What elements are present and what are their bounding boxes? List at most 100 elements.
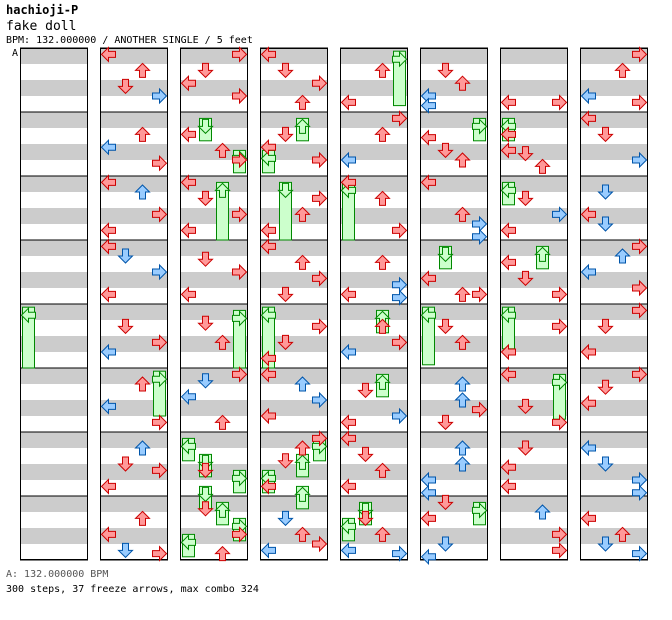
beat-stripe [100,432,168,448]
step-arrow [437,318,454,335]
step-arrow [100,174,116,191]
step-arrow [180,388,196,406]
step-arrow [374,190,391,206]
beat-stripe [260,304,328,320]
beat-stripe [500,496,568,512]
step-arrow [632,545,648,562]
beat-stripe [340,208,408,224]
step-arrow [117,456,134,472]
step-arrow [180,74,196,92]
step-arrow [597,379,614,395]
freeze-head [214,182,231,198]
beat-stripe [100,528,168,544]
step-arrow [500,343,516,361]
step-arrow [232,366,248,383]
step-arrow [260,366,276,383]
freeze-head [197,118,214,135]
beat-stripe [20,464,88,480]
step-arrow [277,453,294,469]
freeze-arrow [294,117,311,142]
freeze-arrow [392,50,408,107]
freeze-head [500,182,516,199]
beat-stripe [420,272,488,288]
beat-stripe [580,272,648,288]
beat-stripe [100,304,168,320]
beat-stripe [100,240,168,256]
step-arrow [117,542,134,559]
beat-stripe [340,304,408,320]
step-arrow [180,174,196,191]
beat-stripe [100,336,168,352]
chart-column [100,47,168,561]
step-arrow [232,151,248,169]
freeze-arrow [437,245,454,270]
column-border [100,48,168,560]
freeze-arrow [552,373,568,420]
freeze-head [180,438,196,455]
beat-stripe [260,432,328,448]
freeze-head [374,374,391,390]
step-arrow [580,206,596,223]
step-arrow [197,251,214,267]
step-arrow [454,75,471,91]
step-arrow [134,376,151,392]
chart-stats: 300 steps, 37 freeze arrows, max combo 3… [6,584,259,595]
step-arrow [500,458,516,476]
freeze-head [472,118,488,135]
step-arrow [392,110,408,127]
beat-stripe [20,368,88,384]
beat-stripe [420,368,488,384]
beat-stripe [20,272,88,288]
step-arrow [420,484,436,502]
step-arrow [294,526,311,542]
beat-stripe [420,400,488,416]
beat-stripe [100,272,168,288]
step-arrow [454,392,471,408]
step-arrow [294,440,311,456]
beat-stripe [580,80,648,96]
step-arrow [632,279,648,297]
beat-stripe [580,432,648,448]
beat-stripe [260,272,328,288]
step-arrow [614,248,631,264]
beat-stripe [260,400,328,416]
beat-stripe [20,208,88,224]
step-arrow [500,94,516,111]
step-arrow [294,94,311,110]
freeze-head [552,374,568,391]
step-arrow [312,190,328,207]
step-arrow [597,318,614,335]
step-arrow [517,190,534,207]
freeze-head [420,306,436,324]
column-border [500,48,568,560]
step-arrow [632,46,648,63]
beat-stripe [580,208,648,224]
column-border [20,48,88,560]
step-arrow [260,478,276,495]
beat-stripe [500,432,568,448]
step-arrow [454,152,471,168]
step-arrow [340,94,356,111]
step-arrow [454,440,471,456]
beat-stripe [340,368,408,384]
step-arrow [517,440,534,456]
step-arrow [100,238,116,255]
beat-stripe [340,144,408,160]
freeze-arrow [294,453,311,478]
step-arrow [552,318,568,335]
step-arrow [340,174,356,191]
freeze-arrow [214,181,231,241]
step-arrow [100,398,116,415]
freeze-head [20,306,36,324]
step-arrow [134,184,151,200]
beat-stripe [500,208,568,224]
freeze-arrow [294,485,311,510]
step-arrow [312,430,328,447]
beat-stripe [180,304,248,320]
beat-stripe [420,144,488,160]
freeze-head [500,306,516,324]
step-arrow [260,138,276,156]
step-arrow [454,376,471,392]
step-arrow [374,62,391,78]
step-arrow [580,110,596,127]
